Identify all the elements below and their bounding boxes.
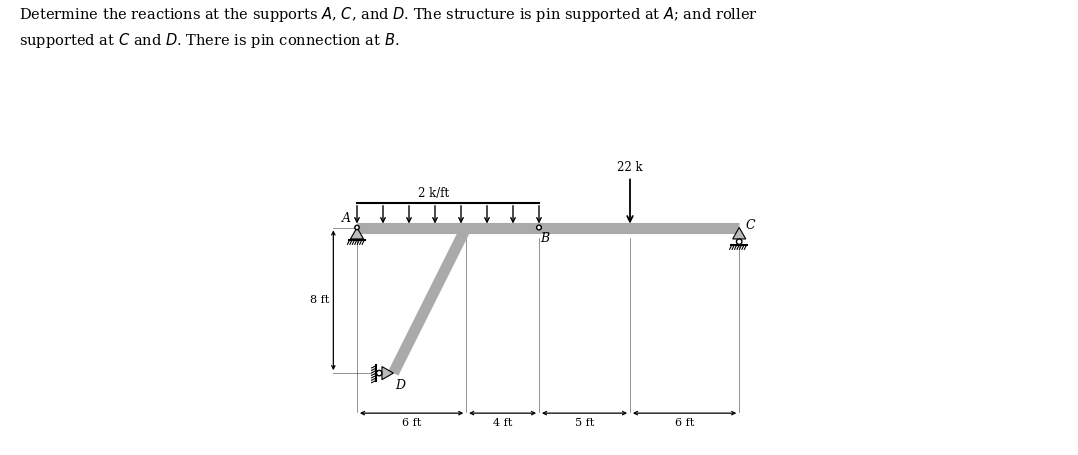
Text: D: D [396,379,405,392]
Text: 6 ft: 6 ft [675,418,694,428]
Text: 2 k/ft: 2 k/ft [418,187,450,200]
Text: 8 ft: 8 ft [309,295,329,305]
Text: C: C [746,219,756,232]
Text: Determine the reactions at the supports $A$, $C$, and $D$. The structure is pin : Determine the reactions at the supports … [19,5,758,50]
Polygon shape [733,228,746,239]
Polygon shape [382,367,393,379]
Circle shape [537,225,541,230]
Text: 4 ft: 4 ft [493,418,512,428]
Text: B: B [540,232,549,245]
Text: 6 ft: 6 ft [402,418,421,428]
Text: 22 k: 22 k [618,162,642,174]
Circle shape [736,239,742,244]
Circle shape [355,225,359,230]
Circle shape [376,370,382,376]
Polygon shape [350,228,363,239]
Text: A: A [342,212,350,225]
Text: 5 ft: 5 ft [575,418,594,428]
